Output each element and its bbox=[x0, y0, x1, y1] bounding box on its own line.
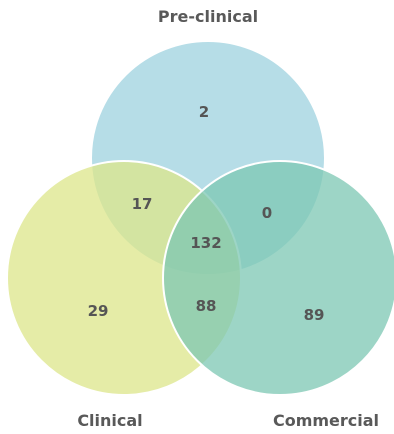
count-clinical-only: 29 bbox=[88, 302, 109, 320]
label-clinical: Clinical bbox=[77, 411, 142, 430]
circle-commercial bbox=[162, 160, 394, 396]
count-all-three: 132 bbox=[190, 234, 221, 252]
label-commercial: Commercial bbox=[273, 411, 379, 430]
count-commercial-only: 89 bbox=[304, 306, 325, 324]
count-preclinical-clinical: 17 bbox=[132, 195, 153, 213]
count-preclinical-commercial: 0 bbox=[262, 204, 272, 222]
count-clinical-commercial: 88 bbox=[196, 297, 217, 315]
venn-circles bbox=[6, 40, 394, 396]
count-preclinical-only: 2 bbox=[199, 103, 209, 121]
label-preclinical: Pre-clinical bbox=[158, 7, 258, 26]
